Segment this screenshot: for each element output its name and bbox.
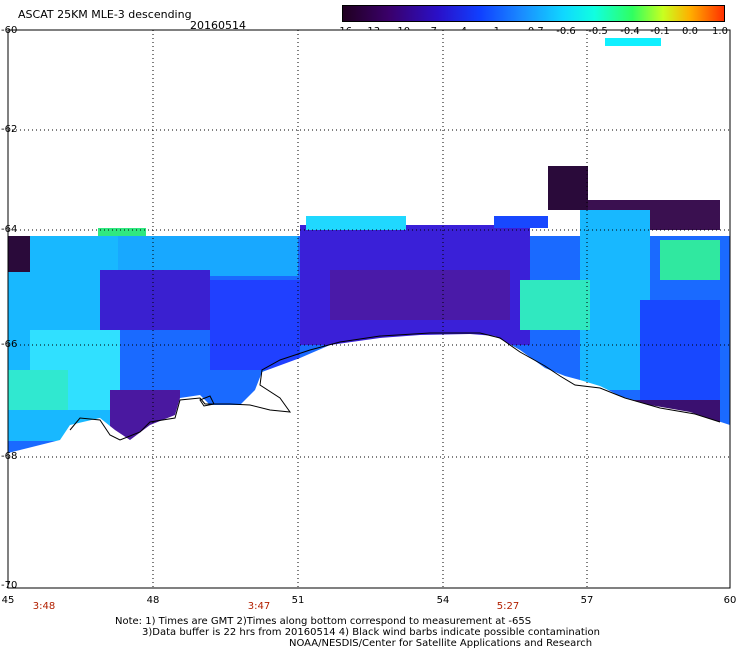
map-date: 20160514 xyxy=(190,19,246,32)
swath-cyan-top xyxy=(118,236,298,276)
swath-deep-corner xyxy=(8,236,30,272)
lat-label: -60 xyxy=(1,25,18,36)
blank-above xyxy=(8,30,548,216)
colorbar-tick: -0.6 xyxy=(556,26,576,37)
swath-purple-west xyxy=(100,270,210,330)
swath-east-green xyxy=(660,240,720,280)
swath-green-strip xyxy=(98,228,146,236)
wind-field xyxy=(8,30,730,588)
footnote-line-1: Note: 1) Times are GMT 2)Times along bot… xyxy=(115,616,532,627)
swath-top-strip xyxy=(306,216,406,230)
swath-east-aqua xyxy=(520,280,590,330)
lon-label: 60 xyxy=(723,595,737,606)
lat-label: -68 xyxy=(1,451,18,462)
colorbar-tick: -0.4 xyxy=(620,26,640,37)
lon-label: 54 xyxy=(436,595,450,606)
graticule xyxy=(8,30,730,588)
colorbar-tick: 1.0 xyxy=(712,26,728,37)
swath-blue-mid xyxy=(210,280,300,370)
footnote-credit: NOAA/NESDIS/Center for Satellite Applica… xyxy=(289,638,593,649)
lat-label: -70 xyxy=(1,580,18,591)
time-label: 5:27 xyxy=(496,601,520,612)
time-label: 3:48 xyxy=(32,601,56,612)
swath-aqua-west xyxy=(8,370,68,410)
map-frame xyxy=(7,29,731,589)
colorbar-extra-strip xyxy=(605,38,661,46)
swath-deep-central xyxy=(330,270,510,320)
lat-label: -64 xyxy=(1,224,18,235)
coastline xyxy=(69,332,721,441)
lon-label: 48 xyxy=(146,595,160,606)
swath-east-blue xyxy=(640,300,720,410)
colorbar-tick: -0.5 xyxy=(588,26,608,37)
blank-below xyxy=(8,455,730,588)
land-mask xyxy=(8,334,730,470)
map-title: ASCAT 25KM MLE-3 descending xyxy=(18,8,192,21)
time-label: 3:47 xyxy=(247,601,271,612)
lat-label: -66 xyxy=(1,339,18,350)
swath-deep-east-block xyxy=(548,166,588,210)
swath-east-cyan xyxy=(580,210,650,390)
footnote-line-2: 3)Data buffer is 22 hrs from 20160514 4)… xyxy=(142,627,600,638)
lon-label: 45 xyxy=(1,595,15,606)
swath-top-strip-2 xyxy=(494,216,548,228)
lon-label: 57 xyxy=(580,595,594,606)
colorbar-tick: 0.0 xyxy=(682,26,698,37)
lat-label: -62 xyxy=(1,124,18,135)
coastline-island xyxy=(199,395,215,407)
color-scale-bar xyxy=(342,5,725,22)
lon-label: 51 xyxy=(291,595,305,606)
colorbar-tick: -0.1 xyxy=(650,26,670,37)
